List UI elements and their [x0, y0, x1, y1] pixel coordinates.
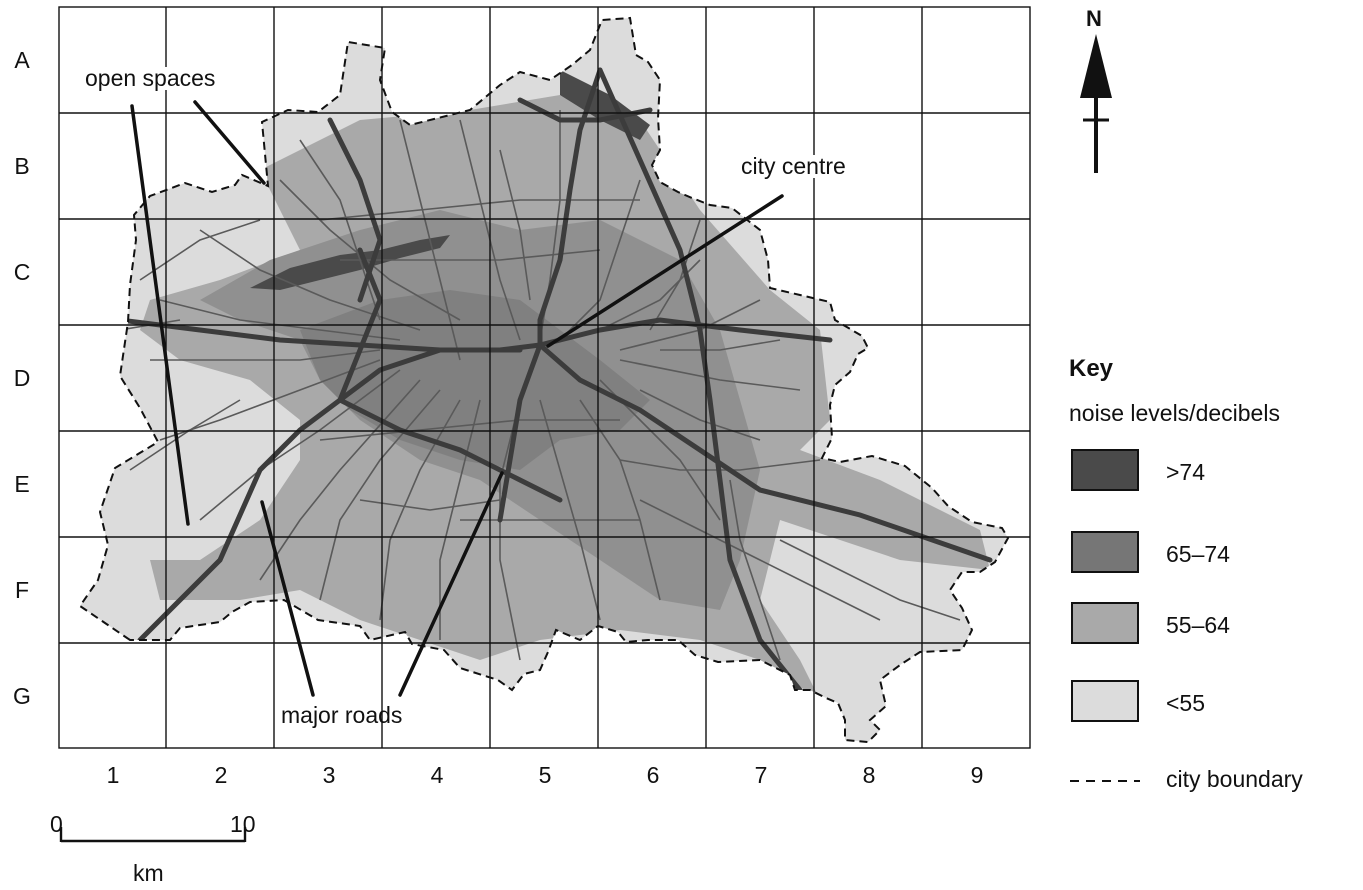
row-label-d: D [13, 365, 31, 391]
key-label-city-boundary: city boundary [1166, 766, 1303, 792]
key-subtitle: noise levels/decibels [1069, 400, 1280, 426]
north-label: N [1086, 6, 1102, 31]
column-label-9: 9 [970, 762, 984, 788]
leader-major-roads-right [398, 471, 504, 697]
map-frame [58, 6, 1031, 749]
row-label-b: B [14, 153, 30, 179]
key-label-above-74: >74 [1166, 459, 1206, 485]
key-swatch-above-74 [1071, 449, 1139, 491]
column-label-8: 8 [862, 762, 876, 788]
key-swatch-65-74 [1071, 531, 1139, 573]
row-label-g: G [13, 683, 31, 709]
column-label-4: 4 [430, 762, 444, 788]
noise-zone-above-74 [250, 235, 450, 290]
leader-city-centre [546, 194, 784, 348]
grid-lines [58, 6, 1031, 749]
row-label-e: E [14, 471, 30, 497]
scale-unit-label: km [133, 860, 164, 886]
key-swatch-below-55 [1071, 680, 1139, 722]
column-label-6: 6 [646, 762, 660, 788]
scale-bar-icon [59, 827, 247, 843]
row-label-f: F [14, 577, 30, 603]
row-label-a: A [14, 47, 30, 73]
row-label-c: C [13, 259, 31, 285]
key-title: Key [1069, 355, 1114, 382]
noise-zone-above-74-north [560, 70, 650, 140]
column-label-7: 7 [754, 762, 768, 788]
open-spaces-label: open spaces [83, 65, 218, 91]
column-label-5: 5 [538, 762, 552, 788]
noise-map [79, 17, 1009, 743]
scale-start-label: 0 [50, 811, 63, 837]
column-label-2: 2 [214, 762, 228, 788]
key-label-below-55: <55 [1166, 690, 1206, 716]
major-roads [117, 67, 993, 693]
key-label-65-74: 65–74 [1166, 541, 1230, 567]
north-arrow-icon [1080, 34, 1112, 173]
leader-major-roads-left [260, 500, 315, 697]
city-centre-label: city centre [739, 153, 848, 179]
key-label-55-64: 55–64 [1166, 612, 1230, 638]
leader-lines [130, 100, 784, 697]
key-swatch-55-64 [1071, 602, 1139, 644]
leader-open-spaces-left [130, 104, 190, 526]
scale-end-label: 10 [230, 811, 256, 837]
leader-open-spaces-right [193, 100, 266, 185]
column-label-1: 1 [106, 762, 120, 788]
major-roads-label: major roads [281, 702, 403, 728]
column-label-3: 3 [322, 762, 336, 788]
